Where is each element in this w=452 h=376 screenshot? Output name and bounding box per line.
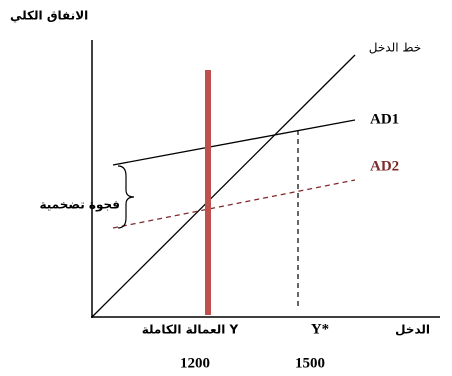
- gap-label: فجوة تضخمية: [40, 198, 121, 213]
- x-axis-label: الدخل: [395, 323, 430, 337]
- line-label: خط الدخل: [369, 41, 421, 55]
- income-line: [91, 54, 356, 318]
- x-mark-label: Y*: [311, 321, 329, 337]
- ad2-line: [112, 179, 356, 229]
- x-mark-value: 1500: [295, 355, 325, 371]
- ad1-line: [112, 119, 356, 166]
- x-mark-value: 1200: [180, 355, 210, 371]
- line-label: AD2: [370, 158, 399, 174]
- line-label: AD1: [370, 111, 399, 127]
- x-mark-label: Y العمالة الكاملة: [142, 323, 239, 337]
- gap-brace: [117, 165, 135, 229]
- y-axis-label: الانفاق الكلي: [10, 9, 88, 23]
